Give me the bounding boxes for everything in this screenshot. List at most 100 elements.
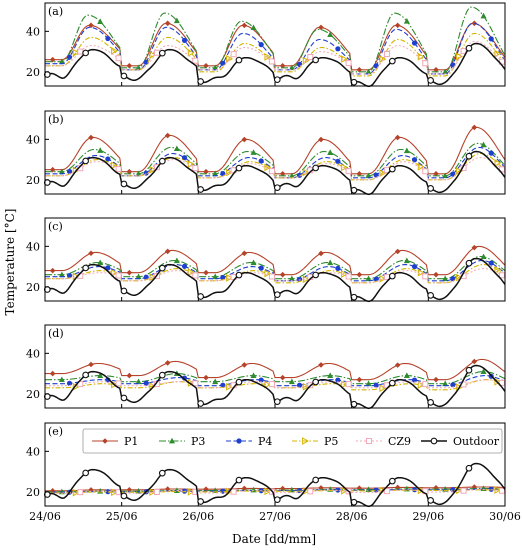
marker-p5-a [187, 48, 195, 57]
marker-p3-d [480, 368, 487, 374]
marker-p3-c [403, 257, 410, 264]
legend-marker-outdoor [430, 437, 438, 445]
marker-p1-c [433, 271, 439, 278]
marker-p1-c [126, 269, 133, 276]
marker-p4-c [181, 263, 188, 269]
marker-p3-b [288, 172, 295, 179]
series-line-cz9-b [45, 157, 506, 181]
series-line-p4-d [45, 375, 506, 387]
marker-p5-d [417, 381, 425, 389]
marker-outdoor-a [312, 56, 319, 64]
marker-cz9-b [422, 168, 429, 175]
marker-cz9-a [268, 58, 275, 65]
marker-p3-c [173, 257, 180, 264]
marker-p5-c [417, 268, 425, 277]
marker-p3-c [365, 275, 372, 282]
marker-outdoor-b [197, 186, 204, 193]
marker-p4-b [66, 168, 73, 175]
marker-p4-d [373, 382, 379, 388]
marker-outdoor-c [312, 271, 319, 279]
marker-p1-e [279, 485, 286, 492]
y-tick-label: 40 [26, 133, 40, 146]
marker-p1-a [241, 22, 248, 29]
marker-outdoor-d [197, 400, 204, 407]
marker-outdoor-c [235, 271, 243, 279]
marker-p3-a [135, 64, 142, 71]
y-tick-label: 20 [26, 281, 40, 294]
marker-outdoor-e [273, 496, 281, 504]
series-line-p5-c [45, 264, 506, 284]
panel-label-c: (c) [48, 220, 63, 233]
marker-outdoor-b [82, 157, 89, 165]
marker-p4-b [181, 155, 188, 161]
marker-cz9-d [345, 381, 352, 388]
marker-p3-a [288, 64, 295, 71]
marker-p3-b [173, 145, 180, 152]
marker-p5-e [149, 488, 157, 496]
legend-marker-cz9 [366, 438, 372, 444]
x-tick-label: 26/06 [182, 510, 214, 523]
marker-p4-d [181, 375, 188, 381]
marker-p1-e [126, 487, 133, 493]
marker-outdoor-d [273, 398, 281, 406]
marker-cz9-c [345, 273, 352, 280]
marker-cz9-c [192, 272, 199, 279]
marker-p5-c [149, 273, 157, 282]
marker-outdoor-e [158, 469, 166, 477]
y-tick-label: 20 [26, 66, 40, 79]
marker-p3-d [288, 378, 295, 385]
marker-cz9-d [192, 380, 199, 387]
marker-outdoor-d [120, 394, 128, 402]
marker-outdoor-e [82, 469, 89, 477]
marker-p1-d [433, 376, 439, 383]
marker-p5-e [111, 488, 119, 497]
marker-outdoor-c [465, 259, 473, 267]
marker-p5-a [111, 47, 119, 55]
marker-cz9-a [307, 54, 314, 61]
marker-p5-e [226, 487, 234, 496]
marker-outdoor-b [465, 152, 473, 160]
marker-outdoor-e [120, 492, 128, 500]
marker-p3-c [135, 273, 142, 280]
marker-p1-a [356, 67, 363, 73]
y-tick-label: 20 [26, 174, 40, 187]
marker-cz9-c [115, 272, 122, 279]
marker-p4-a [296, 61, 303, 67]
marker-p4-c [66, 273, 73, 279]
marker-p4-e [411, 487, 418, 493]
marker-p3-b [58, 168, 65, 175]
marker-p1-d [241, 362, 248, 368]
marker-outdoor-d [388, 379, 396, 387]
panel-frame-a [44, 2, 506, 87]
marker-p5-b [379, 169, 387, 177]
marker-cz9-d [422, 381, 429, 388]
marker-p3-a [97, 18, 104, 24]
x-tick-label: 30/06 [489, 510, 521, 523]
marker-outdoor-a [197, 78, 204, 85]
marker-p4-a [143, 59, 149, 65]
panel-d: (d) 20 40 [26, 324, 506, 410]
marker-p5-a [72, 48, 80, 57]
marker-p5-b [494, 159, 502, 167]
marker-p1-c [164, 248, 171, 255]
marker-p1-b [318, 136, 324, 143]
panel-label-b: (b) [48, 113, 64, 126]
marker-cz9-c [268, 273, 275, 280]
marker-p5-a [226, 54, 234, 63]
marker-p4-e [335, 487, 341, 493]
marker-p4-c [335, 265, 341, 271]
marker-p1-c [394, 248, 401, 255]
legend-label-p1: P1 [124, 435, 138, 448]
y-tick-label: 40 [26, 445, 40, 458]
marker-p3-a [480, 12, 487, 19]
marker-p3-a [365, 68, 372, 75]
marker-outdoor-a [158, 49, 166, 57]
marker-outdoor-b [312, 164, 319, 172]
marker-outdoor-c [82, 264, 89, 272]
marker-p3-c [442, 275, 449, 282]
x-tick-label: 28/06 [336, 510, 368, 523]
marker-p3-a [250, 24, 257, 31]
marker-cz9-d [115, 380, 122, 387]
marker-p4-a [181, 37, 188, 44]
